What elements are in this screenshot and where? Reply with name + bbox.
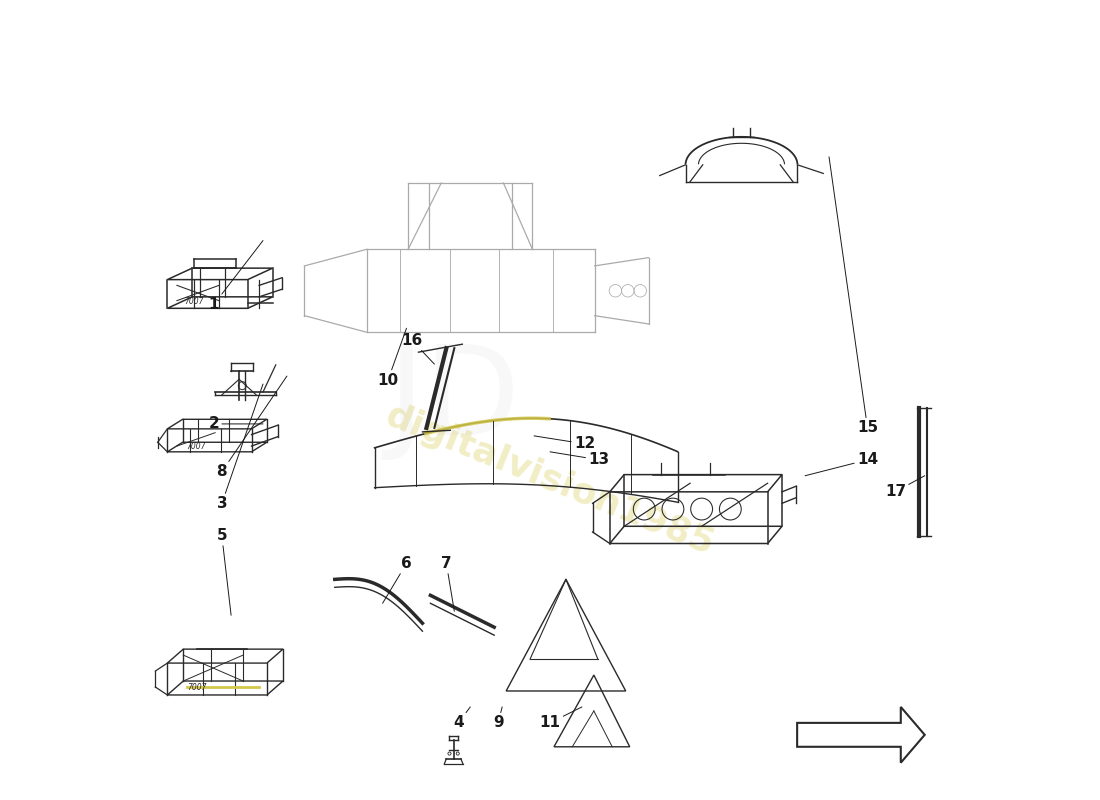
Text: 4: 4 bbox=[453, 707, 471, 730]
Text: JD: JD bbox=[388, 339, 521, 461]
Text: 5: 5 bbox=[217, 528, 231, 615]
Polygon shape bbox=[798, 707, 925, 762]
Text: 6: 6 bbox=[383, 556, 411, 603]
Text: 7007: 7007 bbox=[187, 683, 207, 692]
Text: 7007: 7007 bbox=[186, 442, 206, 451]
Text: 12: 12 bbox=[535, 436, 595, 451]
Text: 8: 8 bbox=[217, 376, 287, 479]
Text: 14: 14 bbox=[805, 452, 878, 476]
Text: 15: 15 bbox=[829, 157, 878, 435]
Text: 3: 3 bbox=[217, 384, 263, 511]
Text: 11: 11 bbox=[539, 707, 582, 730]
Text: 10: 10 bbox=[377, 328, 407, 387]
Text: 13: 13 bbox=[550, 452, 609, 467]
Text: 7: 7 bbox=[441, 556, 454, 611]
Text: 9: 9 bbox=[493, 707, 504, 730]
Text: digitalvision1985: digitalvision1985 bbox=[381, 398, 719, 562]
Text: 2: 2 bbox=[208, 417, 263, 431]
Text: 7007: 7007 bbox=[185, 298, 204, 306]
Text: 17: 17 bbox=[884, 476, 925, 499]
Text: 16: 16 bbox=[402, 333, 434, 364]
Text: 1: 1 bbox=[209, 241, 263, 312]
